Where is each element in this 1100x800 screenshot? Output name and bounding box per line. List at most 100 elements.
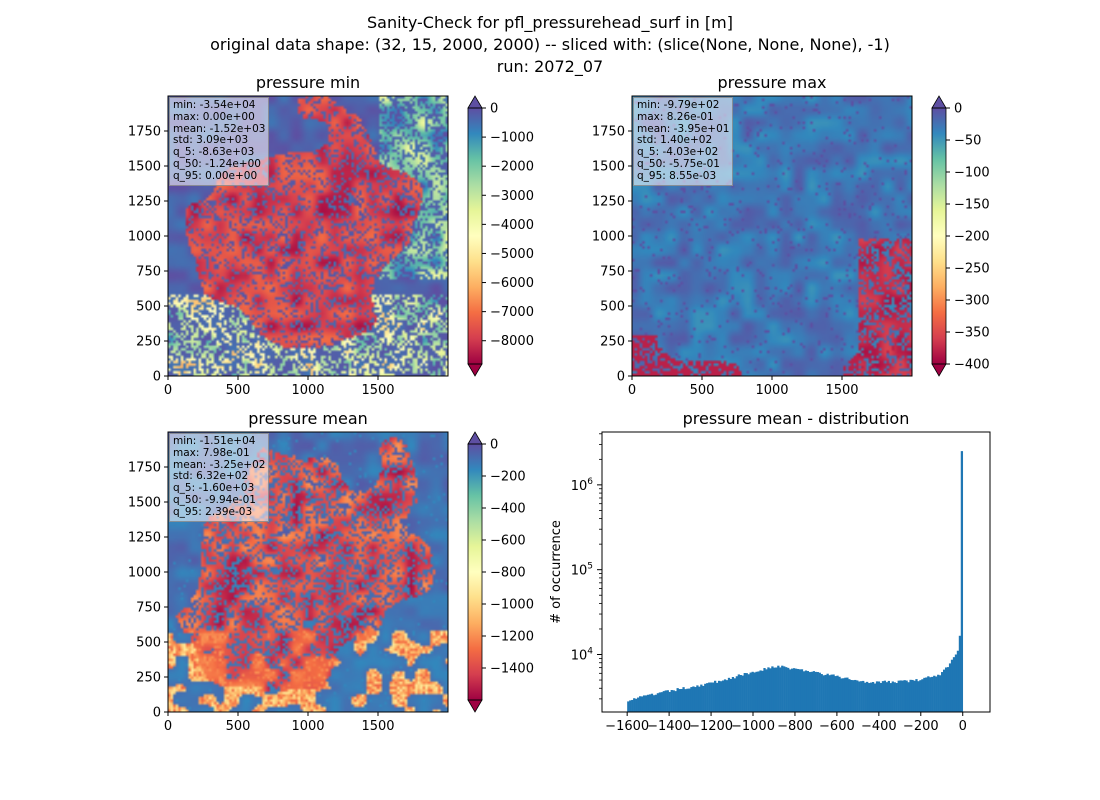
x-tick-label: 1000 — [291, 383, 324, 398]
colorbar-tick-label: −200 — [490, 470, 526, 485]
histogram-bar — [927, 676, 930, 712]
histogram-bar — [702, 685, 705, 712]
histogram-bar — [873, 683, 877, 712]
histogram-bar — [913, 680, 916, 712]
y-tick-label: 750 — [136, 265, 161, 280]
x-tick-label: 500 — [226, 719, 251, 734]
histogram-bar — [717, 680, 721, 712]
y-tick-label: 0 — [153, 370, 161, 385]
y-tick-label: 250 — [600, 335, 625, 350]
colorbar-tick-label: −400 — [954, 358, 990, 373]
colorbar-tick-label: −300 — [954, 294, 990, 309]
histogram-bar — [777, 665, 780, 712]
histogram-bar — [834, 676, 837, 712]
histogram-bar — [877, 681, 881, 712]
histogram-bar — [800, 669, 804, 712]
histogram-bar — [714, 680, 717, 712]
histogram-bar — [905, 680, 908, 712]
histogram-bar — [631, 699, 634, 712]
x-tick-label: 500 — [690, 383, 715, 398]
histogram-bar — [881, 681, 885, 712]
histogram-bar — [741, 675, 744, 712]
x-tick-label: 0 — [628, 383, 636, 398]
x-tick-label: 1500 — [361, 383, 394, 398]
hist-x-tick-label: −600 — [819, 719, 855, 734]
histogram-bar — [715, 682, 719, 712]
histogram-bar — [939, 675, 942, 712]
histogram-bar — [755, 671, 758, 712]
colorbar-tick-label: −3000 — [490, 189, 534, 204]
stats-line: q_5: -8.63e+03 — [173, 146, 255, 159]
stats-line: std: 1.40e+02 — [637, 134, 713, 147]
histogram-bar — [875, 681, 879, 712]
stats-line: q_5: -1.60e+03 — [173, 482, 255, 495]
colorbar-tick-label: −1000 — [490, 131, 534, 146]
histogram-bar — [779, 667, 782, 712]
histogram-bar — [672, 690, 675, 712]
histogram-bar — [794, 668, 798, 712]
y-tick-label: 1250 — [592, 195, 625, 210]
colorbar-tick-label: −600 — [490, 534, 526, 549]
stats-line: min: -3.54e+04 — [173, 99, 256, 111]
y-tick-label: 1000 — [128, 566, 161, 581]
histogram-bar — [798, 669, 802, 712]
stats-line: q_50: -5.75e-01 — [637, 157, 720, 170]
histogram-bar — [822, 675, 825, 712]
histogram-bar — [668, 691, 671, 712]
stats-line: mean: -3.25e+02 — [173, 458, 266, 471]
histogram-bar — [635, 698, 638, 712]
histogram-bar — [751, 671, 754, 712]
colorbar-tick-label: −5000 — [490, 247, 534, 262]
histogram-bar — [775, 667, 778, 712]
histogram-bar — [826, 673, 829, 712]
y-tick-label: 1750 — [592, 125, 625, 140]
hist-x-tick-label: −200 — [903, 719, 939, 734]
histogram-bar — [883, 680, 887, 712]
colorbar-tick-label: −250 — [954, 262, 990, 277]
histogram-bar — [879, 682, 883, 712]
histogram-bar — [802, 671, 806, 712]
histogram-bar — [804, 670, 808, 712]
histogram-bar — [948, 663, 952, 712]
histogram-bar — [769, 668, 772, 712]
colorbar-extend-min — [467, 363, 483, 377]
histogram-bar — [656, 693, 660, 712]
colorbar-tick-label: −350 — [954, 326, 990, 341]
hist-x-tick-label: −1400 — [647, 719, 691, 734]
histogram-bar — [666, 690, 669, 712]
x-tick-label: 1500 — [825, 383, 858, 398]
stats-line: q_95: 8.55e-03 — [637, 169, 717, 182]
histogram-bar — [933, 675, 936, 712]
stats-box-0: min: -3.54e+04 max: 0.00e+00 mean: -1.52e+… — [169, 97, 270, 186]
y-tick-label: 0 — [153, 706, 161, 721]
y-tick-label: 1250 — [128, 531, 161, 546]
y-tick-label: 750 — [136, 601, 161, 616]
histogram-frame — [601, 431, 991, 713]
stats-line: q_50: -1.24e+00 — [173, 157, 261, 170]
histogram-bar — [696, 685, 699, 712]
histogram-bar — [684, 689, 687, 712]
colorbar-gradient-0 — [468, 108, 482, 364]
histogram-bar — [729, 678, 733, 712]
histogram-bar — [646, 694, 650, 712]
histogram-bar — [698, 686, 701, 712]
histogram-bar — [850, 679, 853, 712]
histogram-bar — [654, 694, 658, 712]
histogram-bar — [721, 680, 725, 712]
histogram-bar — [660, 692, 663, 712]
panel-title-3: pressure mean - distribution — [683, 409, 910, 428]
stats-box-1: min: -9.79e+02 max: 8.26e-01 mean: -3.95e+… — [633, 97, 734, 186]
histogram-bar — [869, 682, 873, 712]
y-tick-label: 500 — [600, 300, 625, 315]
histogram-bar — [895, 683, 898, 712]
histogram-bar — [828, 675, 831, 712]
colorbar-frame-0 — [467, 107, 483, 365]
histogram-bar — [866, 681, 869, 712]
hist-x-tick-label: −400 — [861, 719, 897, 734]
hist-y-tick-label: 106 — [571, 477, 594, 494]
histogram-bar — [836, 675, 839, 712]
histogram-bar — [753, 672, 756, 712]
histogram-bar — [897, 680, 900, 712]
stats-line: std: 3.09e+03 — [173, 134, 249, 147]
histogram-bar — [893, 682, 896, 712]
